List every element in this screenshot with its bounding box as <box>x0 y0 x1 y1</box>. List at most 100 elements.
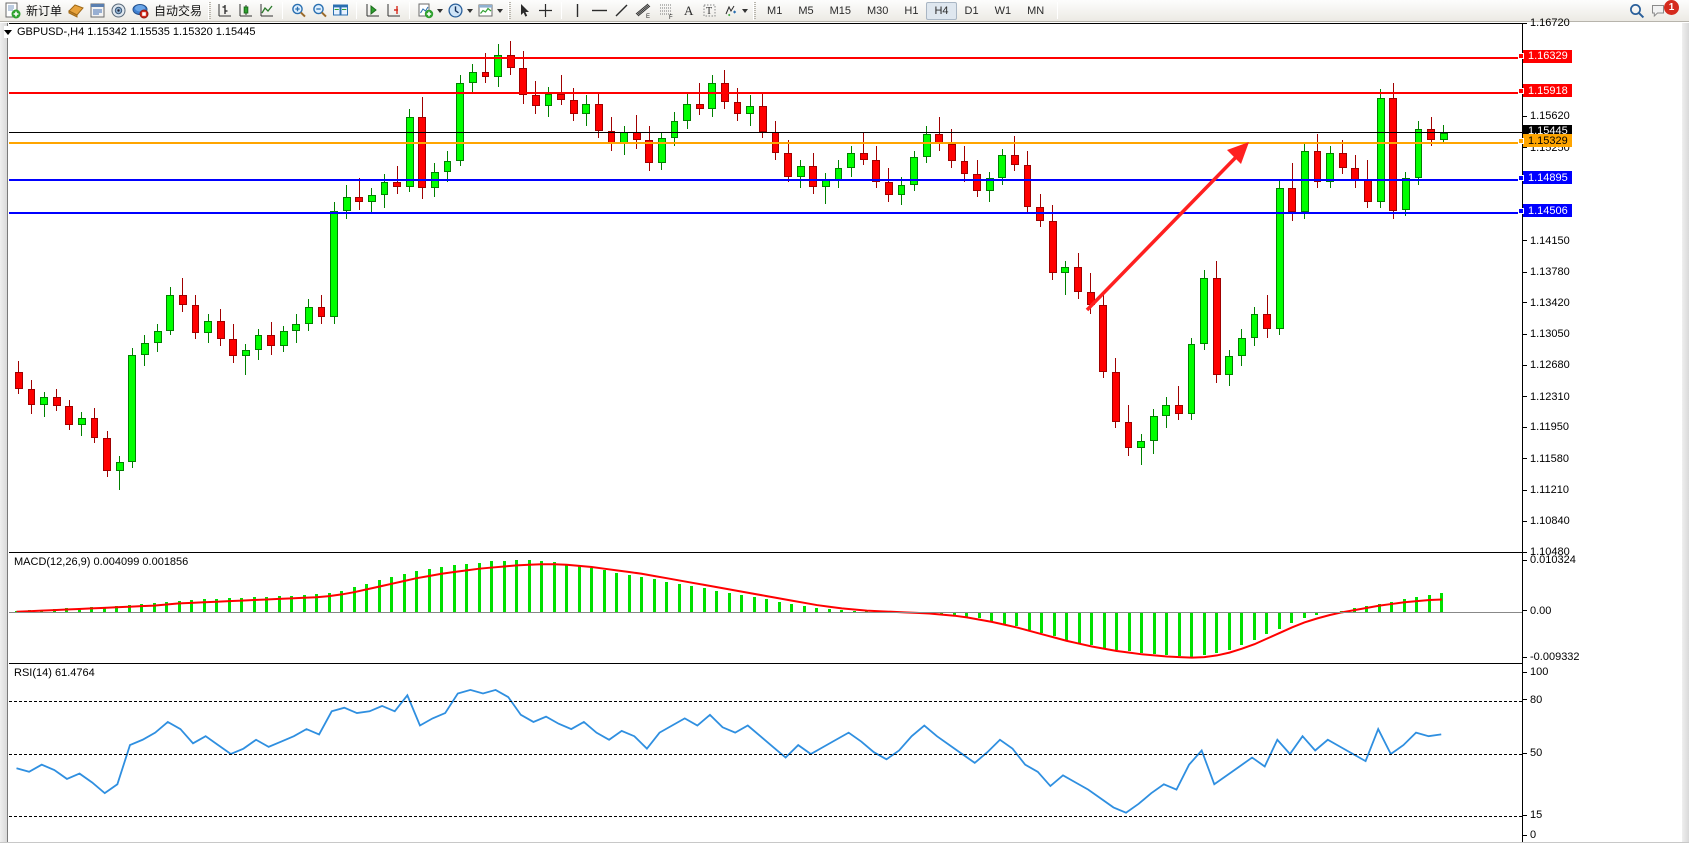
new-order-button[interactable] <box>2 1 23 21</box>
price-pane[interactable] <box>9 24 1522 553</box>
macd-tick-label: 0.010324 <box>1530 554 1576 566</box>
cursor-button[interactable] <box>514 1 535 21</box>
shapes-button[interactable] <box>720 1 741 21</box>
timeframe-m1[interactable]: M1 <box>767 4 783 17</box>
chart-vertical-scrollbar[interactable] <box>0 23 8 843</box>
candle-body <box>758 106 767 132</box>
timeframe-m30[interactable]: M30 <box>867 4 889 17</box>
level-label-support[interactable]: 1.14895 <box>1518 171 1572 185</box>
macd-histogram-bar <box>1427 594 1431 612</box>
period-dropdown-caret[interactable] <box>467 8 474 13</box>
tile-windows-button[interactable] <box>330 1 351 21</box>
uptrend-arrow[interactable] <box>9 24 1522 553</box>
timeframe-w1[interactable]: W1 <box>994 4 1012 17</box>
chart-canvas[interactable]: MACD(12,26,9) 0.004099 0.001856 RSI(14) … <box>9 23 1522 843</box>
notification-badge[interactable]: 1 <box>1664 0 1679 15</box>
macd-histogram-bar <box>252 597 256 612</box>
timeframe-m5[interactable]: M5 <box>798 4 814 17</box>
macd-histogram-bar <box>1190 611 1194 657</box>
candle-body <box>784 152 792 177</box>
templates-dropdown-caret[interactable] <box>497 8 504 13</box>
scroll-to-end-button[interactable] <box>362 1 383 21</box>
price-scale[interactable]: 1.16720 1.15620 1.15250 1.14150 1.13780 1.134… <box>1518 17 1682 843</box>
level-label-bid-line[interactable]: 1.15329 <box>1518 134 1572 148</box>
alerts-button[interactable]: 1 <box>1648 0 1681 21</box>
candle <box>796 24 805 552</box>
candle-wick <box>825 173 827 204</box>
macd-histogram-bar <box>1177 611 1181 656</box>
macd-histogram-bar <box>965 611 969 617</box>
candle-body <box>531 95 540 107</box>
level-label-resistance[interactable]: 1.15918 <box>1518 84 1572 98</box>
candle-body <box>1048 220 1057 274</box>
zoom-in-button[interactable] <box>288 1 309 21</box>
level-line-last-price[interactable] <box>9 132 1522 134</box>
level-drag-handle[interactable] <box>1518 137 1524 144</box>
level-drag-handle[interactable] <box>1518 87 1524 94</box>
bar-chart-button[interactable] <box>214 1 235 21</box>
toolbar-separator <box>1057 2 1059 19</box>
candle <box>279 24 288 552</box>
text-button[interactable]: A <box>678 1 699 21</box>
macd-histogram-bar <box>140 603 144 612</box>
fibonacci-button[interactable]: F <box>655 1 678 21</box>
level-drag-handle[interactable] <box>1518 174 1524 181</box>
price-tick: 1.16720 <box>1523 17 1570 29</box>
level-line-resistance[interactable] <box>9 57 1522 60</box>
level-label-support[interactable]: 1.14506 <box>1518 204 1572 218</box>
timeframe-m15[interactable]: M15 <box>829 4 851 17</box>
line-chart-button[interactable] <box>256 1 277 21</box>
level-drag-handle[interactable] <box>1518 207 1524 214</box>
level-line-support[interactable] <box>9 178 1522 181</box>
data-window-button[interactable] <box>87 1 108 21</box>
period-button[interactable] <box>445 1 466 21</box>
zoom-out-button[interactable] <box>309 1 330 21</box>
equidistant-channel-icon: E <box>635 3 651 19</box>
candle <box>368 24 376 552</box>
price-tick: 1.11950 <box>1523 421 1569 433</box>
candle <box>847 24 855 552</box>
level-line-resistance[interactable] <box>9 91 1522 94</box>
timeframe-mn[interactable]: MN <box>1027 4 1045 17</box>
auto-trading-button[interactable] <box>129 1 151 21</box>
level-label-last-price[interactable]: 1.15445 <box>1523 124 1572 138</box>
macd-histogram-bar <box>540 560 544 612</box>
candle-body <box>405 117 414 187</box>
candle-body <box>557 93 565 101</box>
candlestick-chart-button[interactable] <box>235 1 256 21</box>
trendline-button[interactable] <box>611 1 632 21</box>
timeframe-d1[interactable]: D1 <box>964 4 979 17</box>
candle-body <box>355 196 364 203</box>
macd-histogram-bar <box>1290 611 1294 623</box>
chart-shift-button[interactable] <box>383 1 404 21</box>
macd-histogram-bar <box>690 586 694 612</box>
search-button[interactable] <box>1626 1 1648 21</box>
equidistant-channel-button[interactable]: E <box>632 1 655 21</box>
level-label-resistance[interactable]: 1.16329 <box>1518 49 1572 63</box>
price-tick-label: 1.15620 <box>1530 110 1570 123</box>
vertical-line-button[interactable] <box>567 1 588 21</box>
new-order-label[interactable]: 新订单 <box>26 4 63 18</box>
level-drag-handle[interactable] <box>1518 53 1524 60</box>
macd-histogram-bar <box>1090 611 1094 646</box>
templates-button[interactable] <box>475 1 496 21</box>
horizontal-line-button[interactable] <box>588 1 611 21</box>
macd-pane[interactable]: MACD(12,26,9) 0.004099 0.001856 <box>9 554 1522 664</box>
crosshair-button[interactable] <box>535 1 556 21</box>
expert-advisor-button[interactable] <box>65 1 87 21</box>
navigator-button[interactable] <box>108 1 129 21</box>
candle-body <box>1099 305 1108 372</box>
timeframe-h1[interactable]: H1 <box>904 4 919 17</box>
candle <box>456 24 465 552</box>
level-line-support[interactable] <box>9 211 1522 214</box>
auto-trading-label[interactable]: 自动交易 <box>154 4 203 18</box>
chart-menu-caret-icon[interactable] <box>4 29 12 35</box>
text-label-button[interactable]: T <box>699 1 720 21</box>
shapes-dropdown-caret[interactable] <box>742 8 749 13</box>
level-line-bid-line[interactable] <box>9 141 1522 144</box>
indicators-dropdown-caret[interactable] <box>437 8 444 13</box>
candle-body <box>78 418 86 425</box>
indicators-button[interactable] <box>415 1 436 21</box>
timeframe-h4[interactable]: H4 <box>926 1 957 20</box>
rsi-pane[interactable]: RSI(14) 61.4764 <box>9 665 1522 842</box>
